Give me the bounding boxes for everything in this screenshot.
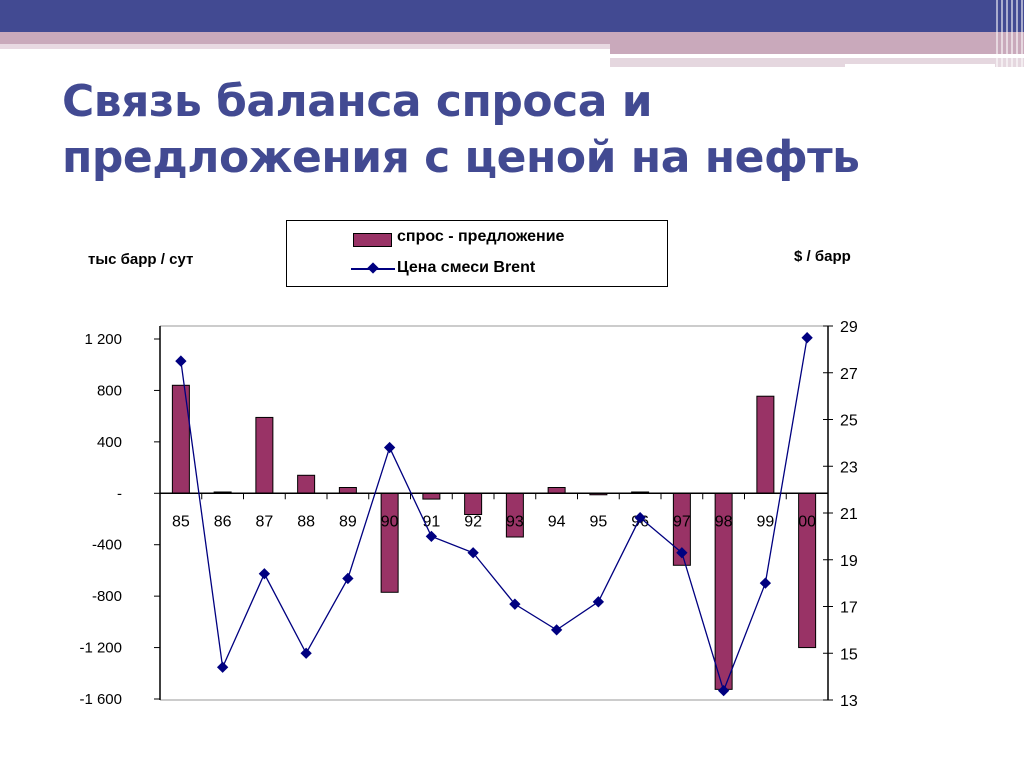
title-line-1: Связь баланса спроса и	[62, 76, 653, 127]
diamond-marker-icon	[383, 441, 396, 454]
header-stripes	[996, 0, 1024, 68]
header-band	[0, 0, 1024, 32]
category-label: 85	[172, 513, 190, 530]
diamond-marker-icon	[425, 530, 438, 543]
right-axis-tick-label: 13	[840, 693, 858, 710]
right-axis-tick-label: 17	[840, 600, 858, 617]
right-axis-tick-label: 29	[840, 319, 858, 336]
right-axis-tick-label: 19	[840, 553, 858, 570]
left-axis-tick-label: -1 200	[79, 640, 122, 657]
bar-90	[380, 492, 399, 593]
right-axis-tick-label: 27	[840, 366, 858, 383]
left-axis-tick-label: -	[117, 485, 122, 502]
slide-title: Связь баланса спроса и предложения с цен…	[62, 74, 942, 186]
category-label: 00	[798, 513, 816, 530]
header-accent-right	[610, 44, 1024, 54]
left-axis-tick-label: -800	[92, 588, 122, 605]
diamond-marker-icon	[717, 684, 730, 697]
chart-legend: спрос - предложение Цена смеси Brent	[286, 220, 668, 287]
bar-91	[422, 492, 441, 500]
diamond-marker-icon	[175, 355, 187, 367]
title-line-2: предложения с ценой на нефть	[62, 132, 860, 183]
left-axis-tick-label: -1 600	[79, 691, 122, 708]
left-axis-unit: тыс барр / сут	[88, 251, 194, 268]
price-line	[180, 337, 808, 693]
bar-87	[255, 416, 274, 494]
diamond-marker-icon	[759, 577, 772, 589]
header-accent-gap	[610, 54, 950, 58]
diamond-marker-icon	[216, 661, 229, 673]
right-axis-tick-label: 21	[840, 506, 858, 523]
diamond-marker-icon	[509, 598, 521, 610]
legend-line-label: Цена смеси Brent	[397, 259, 536, 276]
right-axis-tick-label: 15	[840, 646, 858, 663]
diamond-marker-icon	[801, 332, 813, 344]
category-label: 87	[255, 513, 273, 530]
diamond-marker-icon	[676, 547, 688, 559]
left-axis-tick-label: 1 200	[84, 331, 122, 348]
left-axis-tick-label: 800	[97, 382, 122, 399]
category-label: 97	[673, 513, 691, 530]
right-axis-tick-label: 25	[840, 413, 858, 430]
category-label: 94	[548, 513, 566, 530]
category-label: 98	[715, 513, 733, 530]
bar-89	[338, 487, 357, 494]
diamond-marker-icon	[258, 568, 271, 580]
left-axis-tick-label: 400	[97, 434, 122, 451]
right-axis-unit: $ / барр	[794, 248, 851, 265]
category-label: 99	[756, 513, 774, 530]
category-label: 90	[381, 513, 399, 530]
category-label: 92	[464, 513, 482, 530]
diamond-marker-icon	[467, 547, 479, 559]
bar-99	[756, 395, 775, 494]
category-label: 95	[589, 513, 607, 530]
category-label: 89	[339, 513, 357, 530]
legend-bar-label: спрос - предложение	[397, 228, 565, 245]
diamond-marker-icon	[634, 512, 646, 524]
header-accent-gap-2	[845, 64, 995, 67]
header-accent-band	[0, 32, 1024, 44]
diamond-marker-icon	[342, 572, 354, 585]
right-axis-tick-label: 23	[840, 459, 858, 476]
bar-series-swatch	[353, 233, 392, 247]
bar-94	[547, 487, 566, 494]
header-accent-right-light	[610, 58, 1024, 67]
diamond-marker-icon	[300, 647, 312, 659]
diamond-marker-icon	[592, 596, 605, 608]
bar-92	[464, 492, 483, 515]
header-accent-band-light	[0, 44, 610, 49]
bar-88	[297, 474, 316, 494]
left-axis-tick-label: -400	[92, 537, 122, 554]
category-label: 88	[297, 513, 315, 530]
category-label: 93	[506, 513, 524, 530]
category-label: 86	[214, 513, 232, 530]
diamond-marker-icon	[550, 624, 563, 636]
